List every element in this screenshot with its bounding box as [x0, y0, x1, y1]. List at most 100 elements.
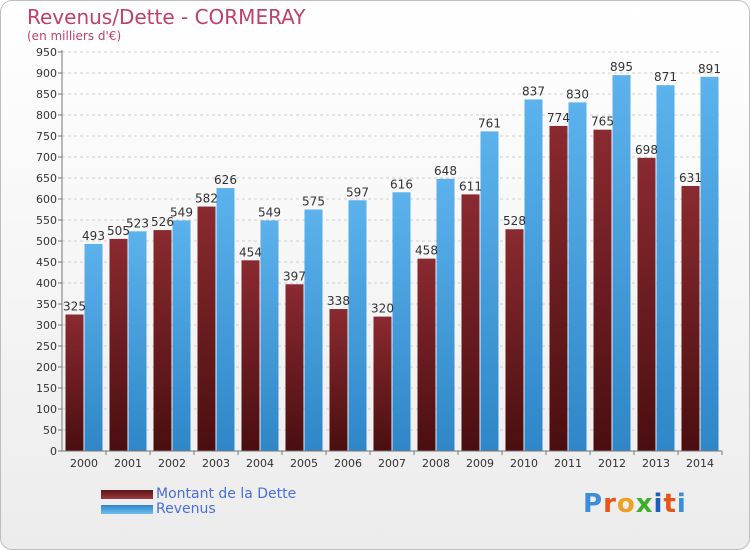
data-label-dette: 338: [327, 294, 350, 308]
x-tick-label: 2014: [686, 457, 714, 470]
y-tick-label: 950: [36, 46, 57, 59]
bar-revenus: [216, 188, 235, 451]
y-tick-label: 700: [36, 151, 57, 164]
logo-letter: P: [583, 489, 604, 519]
data-label-revenus: 837: [522, 84, 545, 98]
data-label-revenus: 648: [434, 164, 457, 178]
y-tick-label: 150: [36, 382, 57, 395]
y-tick-label: 650: [36, 172, 57, 185]
legend-swatch-revenus: [101, 505, 153, 514]
y-tick-label: 600: [36, 193, 57, 206]
data-label-dette: 325: [63, 300, 86, 314]
y-tick-label: 800: [36, 109, 57, 122]
x-tick-label: 2003: [202, 457, 230, 470]
bar-revenus: [260, 220, 279, 451]
data-label-dette: 454: [239, 245, 262, 259]
bar-revenus: [172, 220, 191, 451]
bar-dette: [153, 230, 172, 451]
y-tick-label: 300: [36, 319, 57, 332]
logo-letter: t: [663, 489, 677, 519]
data-label-dette: 774: [547, 111, 570, 125]
data-label-dette: 611: [459, 179, 482, 193]
data-label-dette: 765: [591, 115, 614, 129]
data-label-dette: 698: [635, 143, 658, 157]
bar-revenus: [304, 209, 323, 451]
logo-letter: x: [635, 489, 654, 519]
bar-dette: [637, 157, 656, 451]
bar-dette: [593, 129, 612, 451]
y-tick-label: 0: [50, 445, 57, 458]
bar-dette: [505, 229, 524, 451]
bar-revenus: [656, 85, 675, 452]
y-tick-label: 250: [36, 340, 57, 353]
bar-dette: [461, 194, 480, 451]
x-tick-label: 2004: [246, 457, 274, 470]
data-label-revenus: 616: [390, 177, 413, 191]
y-tick-label: 450: [36, 256, 57, 269]
bar-dette: [329, 309, 348, 451]
y-tick-label: 400: [36, 277, 57, 290]
data-label-revenus: 549: [170, 205, 193, 219]
data-label-revenus: 523: [126, 216, 149, 230]
data-label-dette: 526: [151, 215, 174, 229]
data-label-revenus: 493: [82, 229, 105, 243]
data-label-dette: 397: [283, 269, 306, 283]
legend-swatch-debt: [101, 490, 153, 499]
data-label-dette: 582: [195, 192, 218, 206]
x-tick-label: 2006: [334, 457, 362, 470]
x-tick-label: 2002: [158, 457, 186, 470]
bar-revenus: [480, 131, 499, 451]
x-tick-label: 2011: [554, 457, 582, 470]
data-label-revenus: 871: [654, 70, 677, 84]
bar-revenus: [392, 192, 411, 451]
bar-revenus: [700, 76, 719, 451]
bar-revenus: [348, 200, 367, 451]
bar-revenus: [524, 99, 543, 452]
bar-dette: [285, 284, 304, 451]
y-tick-label: 350: [36, 298, 57, 311]
y-tick-label: 850: [36, 88, 57, 101]
bar-dette: [197, 206, 216, 451]
x-tick-label: 2008: [422, 457, 450, 470]
logo-letter: o: [616, 489, 636, 519]
x-tick-label: 2005: [290, 457, 318, 470]
x-tick-label: 2009: [466, 457, 494, 470]
bar-revenus: [436, 178, 455, 451]
bar-dette: [417, 258, 436, 451]
bar-dette: [373, 316, 392, 451]
data-label-revenus: 830: [566, 87, 589, 101]
y-tick-label: 550: [36, 214, 57, 227]
data-label-revenus: 761: [478, 116, 501, 130]
data-label-dette: 528: [503, 214, 526, 228]
y-tick-label: 50: [43, 424, 57, 437]
y-tick-label: 100: [36, 403, 57, 416]
data-label-revenus: 597: [346, 185, 369, 199]
bar-dette: [109, 238, 128, 451]
x-tick-label: 2001: [114, 457, 142, 470]
bar-revenus: [128, 231, 147, 451]
data-label-dette: 631: [679, 171, 702, 185]
chart-subtitle: (en milliers d'€): [27, 29, 122, 43]
chart-title: Revenus/Dette - CORMERAY: [27, 5, 306, 29]
data-label-revenus: 575: [302, 195, 325, 209]
y-tick-label: 500: [36, 235, 57, 248]
x-tick-label: 2010: [510, 457, 538, 470]
logo-letter: i: [653, 489, 664, 519]
bar-dette: [681, 185, 700, 452]
legend-label-revenus: Revenus: [156, 501, 216, 517]
data-label-revenus: 895: [610, 60, 633, 74]
data-label-dette: 458: [415, 244, 438, 258]
data-label-revenus: 626: [214, 173, 237, 187]
bar-revenus: [612, 75, 631, 451]
data-label-dette: 320: [371, 302, 394, 316]
y-tick-label: 750: [36, 130, 57, 143]
bar-dette: [549, 125, 568, 452]
bar-revenus: [568, 102, 587, 452]
x-tick-label: 2013: [642, 457, 670, 470]
bar-dette: [65, 314, 84, 451]
x-tick-label: 2012: [598, 457, 626, 470]
y-tick-label: 200: [36, 361, 57, 374]
legend-label-debt: Montant de la Dette: [156, 486, 297, 502]
